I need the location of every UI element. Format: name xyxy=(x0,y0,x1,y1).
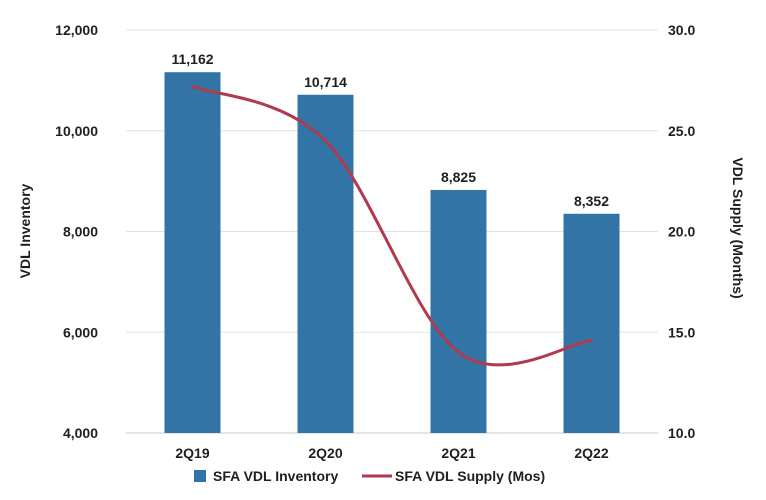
bar-series xyxy=(164,72,620,434)
legend-label-supply: SFA VDL Supply (Mos) xyxy=(395,468,545,484)
bar-2q22 xyxy=(563,213,620,433)
bar-value-label: 8,352 xyxy=(574,193,609,209)
left-tick-label: 10,000 xyxy=(55,123,98,139)
right-tick-label: 10.0 xyxy=(668,425,695,441)
category-label: 2Q20 xyxy=(308,445,342,461)
legend: SFA VDL Inventory SFA VDL Supply (Mos) xyxy=(194,468,545,484)
bar-value-label: 8,825 xyxy=(441,169,476,185)
right-tick-label: 20.0 xyxy=(668,224,695,240)
bar-2q19 xyxy=(164,72,221,434)
left-tick-label: 6,000 xyxy=(63,324,98,340)
left-tick-label: 8,000 xyxy=(63,224,98,240)
right-axis-ticks: 10.0 15.0 20.0 25.0 30.0 xyxy=(668,22,695,441)
legend-swatch-inventory xyxy=(194,470,206,482)
right-tick-label: 25.0 xyxy=(668,123,695,139)
right-axis-title: VDL Supply (Months) xyxy=(730,157,746,298)
category-axis: 2Q19 2Q20 2Q21 2Q22 xyxy=(175,445,608,461)
legend-label-inventory: SFA VDL Inventory xyxy=(213,468,338,484)
bar-2q20 xyxy=(297,94,354,433)
data-labels: 11,162 10,714 8,825 8,352 xyxy=(171,51,609,209)
left-axis-ticks: 4,000 6,000 8,000 10,000 12,000 xyxy=(55,22,98,441)
bar-2q21 xyxy=(430,189,487,433)
category-label: 2Q19 xyxy=(175,445,209,461)
left-tick-label: 4,000 xyxy=(63,425,98,441)
supply-line xyxy=(191,84,593,367)
bar-value-label: 10,714 xyxy=(304,74,347,90)
right-tick-label: 30.0 xyxy=(668,22,695,38)
left-tick-label: 12,000 xyxy=(55,22,98,38)
left-axis-title: VDL Inventory xyxy=(17,183,33,278)
category-label: 2Q22 xyxy=(574,445,608,461)
bar-value-label: 11,162 xyxy=(171,51,213,67)
right-tick-label: 15.0 xyxy=(668,324,695,340)
category-label: 2Q21 xyxy=(441,445,475,461)
line-series xyxy=(191,84,593,367)
